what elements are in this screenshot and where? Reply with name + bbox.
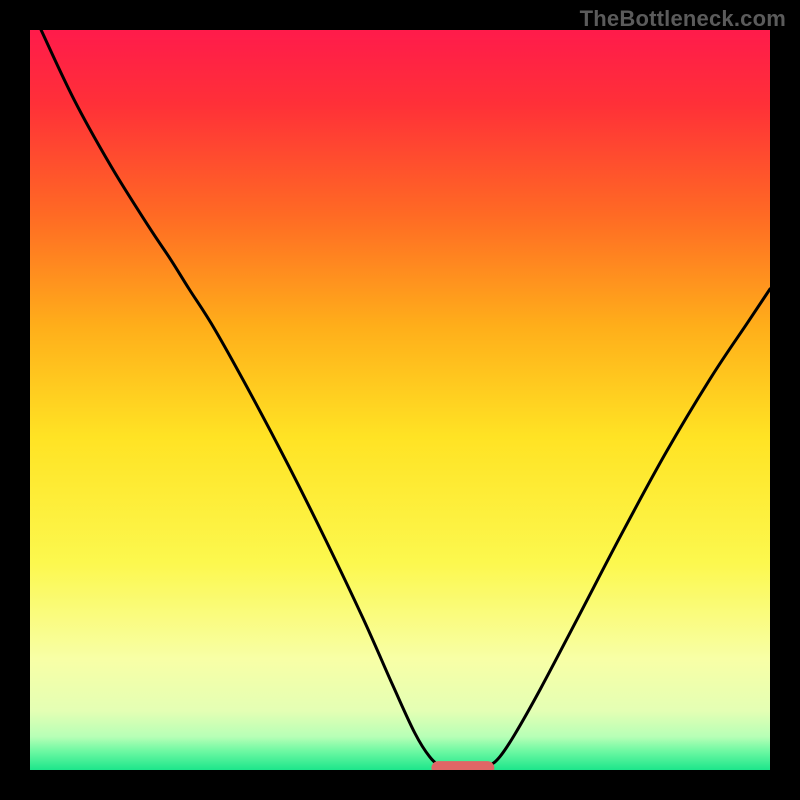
watermark-text: TheBottleneck.com <box>580 6 786 32</box>
bottleneck-chart <box>0 0 800 800</box>
plot-background <box>30 30 770 770</box>
chart-frame: TheBottleneck.com <box>0 0 800 800</box>
